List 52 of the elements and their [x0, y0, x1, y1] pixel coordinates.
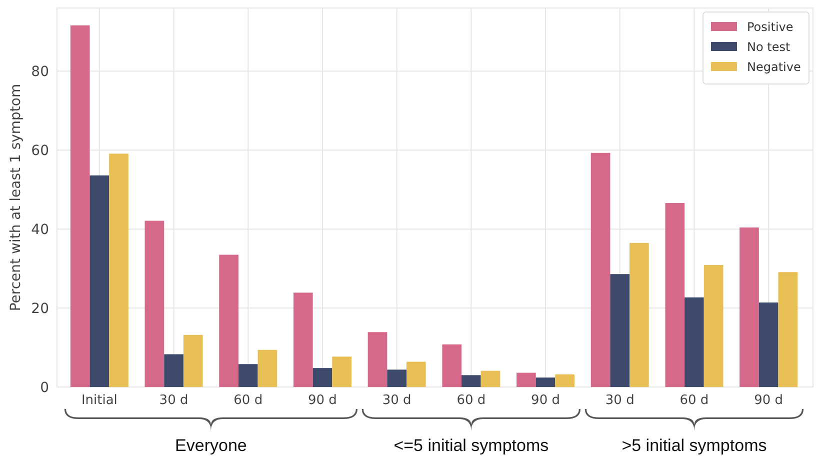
x-tick-label: Initial [81, 393, 118, 408]
bar [293, 292, 313, 387]
bar [665, 203, 685, 387]
bar [387, 370, 406, 387]
bar [610, 274, 630, 387]
bar [238, 364, 258, 387]
text: >5 initial symptoms [622, 436, 767, 455]
bar [536, 378, 556, 387]
y-tick-label: 80 [31, 64, 49, 80]
bar [630, 242, 649, 387]
x-tick-label: 90 d [308, 393, 337, 408]
bar [684, 297, 704, 387]
y-axis-title: Percent with at least 1 symptom [8, 84, 24, 312]
bar [516, 372, 536, 387]
bar [758, 302, 778, 387]
bar [740, 228, 759, 387]
x-tick-label: 60 d [680, 393, 709, 408]
bar [90, 175, 110, 387]
legend-label: No test [747, 40, 790, 54]
y-tick-label: 40 [31, 222, 49, 238]
x-tick-label: 60 d [234, 393, 263, 408]
y-tick-label: 20 [31, 300, 49, 317]
bar [590, 152, 610, 387]
bar [462, 375, 481, 387]
bar [183, 334, 203, 387]
x-tick-label: 90 d [754, 393, 784, 408]
legend-label: Positive [747, 20, 794, 34]
bar [164, 354, 184, 387]
y-tick-label: 0 [40, 380, 49, 396]
bar [480, 370, 500, 387]
x-tick-label: 60 d [456, 393, 486, 408]
x-tick-label: 30 d [382, 393, 412, 408]
bar [144, 220, 164, 387]
bar [368, 332, 388, 387]
bar [70, 25, 90, 387]
bar [555, 374, 575, 387]
text: <=5 initial symptoms [394, 436, 549, 455]
bar [109, 154, 128, 387]
legend-label: Negative [747, 60, 801, 74]
bar [406, 362, 426, 387]
x-tick-label: 30 d [159, 393, 188, 408]
x-tick-label: 90 d [531, 393, 560, 408]
bar [258, 350, 278, 387]
bar [332, 356, 352, 387]
bar [778, 272, 798, 387]
text: Everyone [175, 436, 247, 455]
x-tick-label: 30 d [605, 393, 634, 408]
y-tick-label: 60 [31, 143, 49, 160]
bar [312, 368, 332, 387]
bar [442, 344, 462, 387]
bar [704, 265, 724, 387]
bar [219, 254, 238, 387]
